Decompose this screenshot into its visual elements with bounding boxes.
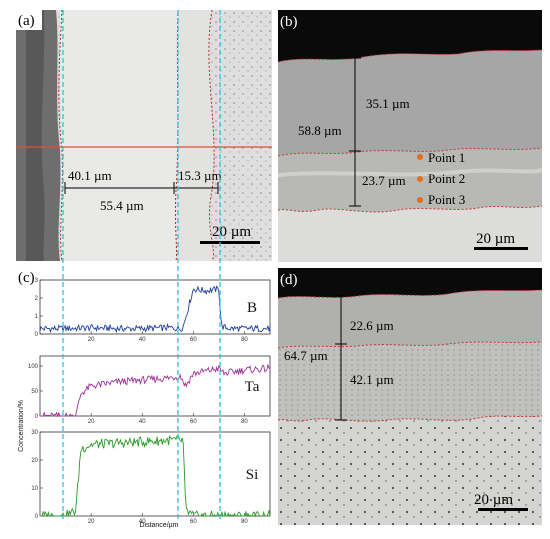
point-3-marker [417, 197, 423, 203]
subplot-frame-Si [39, 431, 271, 517]
panel-d-svg: 22.6 µm 64.7 µm 42.1 µm 20 µm (d) [278, 268, 542, 525]
point-1-marker [417, 154, 423, 160]
x-tick-label-Si-60: 60 [190, 519, 197, 525]
x-tick-label-B-40: 40 [139, 337, 146, 343]
series-label-Ta: Ta [245, 379, 260, 395]
scale-bar-d: 20 µm [474, 492, 513, 508]
measure-b-total: 58.8 µm [298, 123, 342, 138]
series-line-B [39, 285, 271, 334]
panel-b-micrograph: 35.1 µm 58.8 µm 23.7 µm Point 1 Point 2 … [278, 10, 542, 262]
panel-label-b: (b) [280, 14, 298, 30]
layer-inner [176, 10, 214, 261]
panel-label-d: (d) [280, 272, 298, 288]
y-tick-label-Ta-50: 50 [31, 389, 38, 395]
x-tick-label-B-60: 60 [190, 337, 197, 343]
x-tick-label-Si-40: 40 [139, 519, 146, 525]
x-tick-label-Si-20: 20 [88, 519, 95, 525]
x-tick-label-Ta-20: 20 [88, 419, 95, 425]
scale-bar-b: 20 µm [476, 231, 515, 247]
y-tick-label-Si-10: 10 [31, 486, 38, 492]
panel-a-svg: 40.1 µm 15.3 µm 55.4 µm 20 µm (a) [16, 10, 272, 261]
scale-bar-a: 20 µm [212, 224, 251, 240]
measure-a-outer: 40.1 µm [68, 168, 112, 183]
series-line-Si [40, 434, 271, 518]
measure-d-bottom: 42.1 µm [350, 372, 394, 387]
layer-outer-d [278, 290, 542, 348]
x-tick-label-Ta-60: 60 [190, 419, 197, 425]
x-tick-label-B-80: 80 [241, 337, 248, 343]
point-3-label: Point 3 [428, 192, 465, 207]
measure-a-total: 55.4 µm [100, 198, 144, 213]
point-2-marker [417, 176, 423, 182]
panel-c-line-profiles: 0 1 2 3 20 40 60 80 B 0 50 100 20 40 60 80 Ta 0 10 20 30 20 40… [16, 266, 272, 530]
y-tick-label-Si-30: 30 [31, 430, 38, 436]
subplot-frame-Ta [39, 355, 271, 417]
measure-b-top: 35.1 µm [366, 96, 410, 111]
panel-d-micrograph: 22.6 µm 64.7 µm 42.1 µm 20 µm (d) [278, 268, 542, 525]
panel-a-micrograph: 40.1 µm 15.3 µm 55.4 µm 20 µm (a) [16, 10, 272, 261]
point-2-label: Point 2 [428, 171, 465, 186]
y-tick-label-Si-0: 0 [35, 514, 39, 520]
measure-a-inner: 15.3 µm [178, 168, 222, 183]
panel-label-a: (a) [18, 13, 35, 29]
series-line-Ta [40, 363, 271, 418]
series-label-Si: Si [246, 467, 259, 483]
x-tick-label-Si-80: 80 [241, 519, 248, 525]
resin-top-d [278, 268, 542, 298]
layer-outer [60, 10, 178, 261]
x-tick-label-B-20: 20 [88, 337, 95, 343]
layer-outer-b [278, 50, 542, 156]
y-tick-label-B-1: 1 [35, 314, 39, 320]
y-tick-label-B-3: 3 [35, 278, 39, 284]
panel-b-svg: 35.1 µm 58.8 µm 23.7 µm Point 1 Point 2 … [278, 10, 542, 262]
y-axis-label: Concentration/% [18, 400, 25, 452]
measure-d-top: 22.6 µm [350, 318, 394, 333]
point-1-label: Point 1 [428, 150, 465, 165]
x-tick-label-Ta-40: 40 [139, 419, 146, 425]
x-tick-label-Ta-80: 80 [241, 419, 248, 425]
layer-inner-b [278, 148, 542, 212]
x-axis-label: Distance/µm [139, 522, 178, 529]
measure-b-bottom: 23.7 µm [362, 173, 406, 188]
layer-inner-d [278, 342, 542, 422]
y-tick-label-Ta-100: 100 [28, 364, 39, 370]
measure-d-total: 64.7 µm [284, 348, 328, 363]
panel-label-c: (c) [18, 270, 35, 286]
y-tick-label-Ta-0: 0 [35, 414, 39, 420]
eds-chart: 0 1 2 3 20 40 60 80 B 0 50 100 20 40 60 80 Ta 0 10 20 30 20 40… [18, 270, 271, 529]
resin-top-b [278, 10, 542, 62]
y-tick-label-Si-20: 20 [31, 458, 38, 464]
series-label-B: B [247, 300, 257, 316]
y-tick-label-B-2: 2 [35, 296, 39, 302]
y-tick-label-B-0: 0 [35, 332, 39, 338]
